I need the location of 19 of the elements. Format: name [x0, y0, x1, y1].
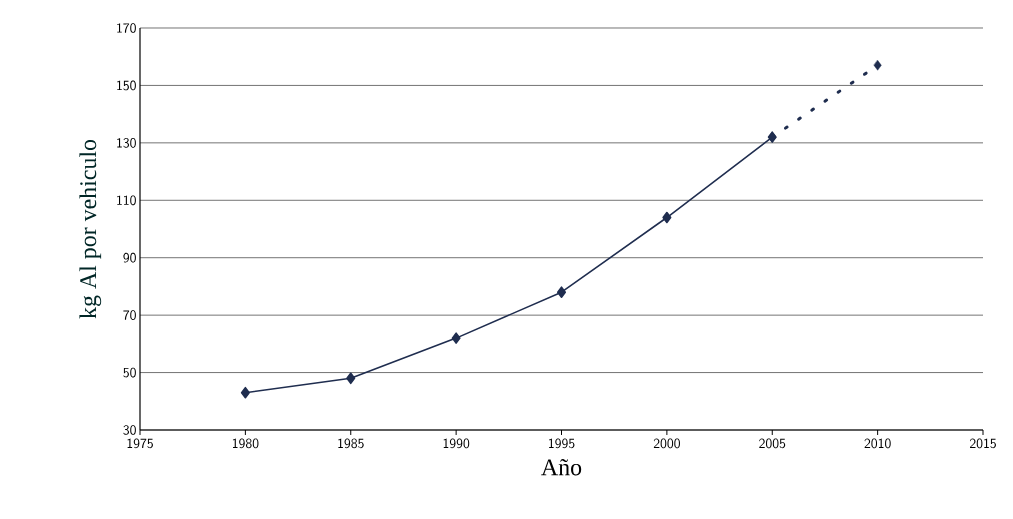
y-tick-label: 70: [123, 310, 136, 321]
y-axis-title: kg Al por vehiculo: [79, 139, 102, 319]
x-tick-label: 1980: [232, 438, 259, 449]
y-tick-label: 170: [117, 23, 136, 33]
x-tick-label: 2000: [653, 438, 680, 449]
x-axis-title: Año: [541, 459, 582, 476]
x-tick-label: 2015: [969, 438, 996, 449]
x-tick-label: 2010: [864, 438, 891, 449]
y-tick-label: 130: [117, 137, 136, 148]
y-tick-label: 150: [117, 80, 136, 91]
y-tick-label: 90: [123, 252, 136, 263]
y-tick-label: 30: [123, 425, 136, 435]
x-tick-label: 1975: [127, 438, 153, 449]
x-tick-label: 1990: [443, 438, 470, 449]
y-tick-label: 50: [123, 367, 136, 378]
x-tick-label: 2005: [759, 438, 786, 449]
x-tick-label: 1985: [338, 438, 364, 449]
x-tick-label: 1995: [549, 438, 575, 449]
y-tick-label: 110: [117, 195, 136, 206]
